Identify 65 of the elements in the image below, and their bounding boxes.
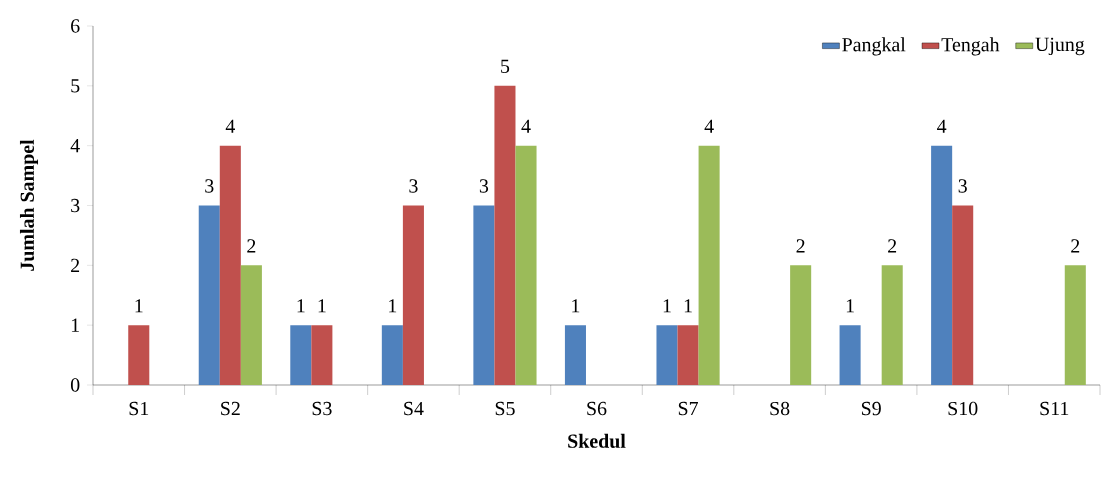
data-label: 1 [663,299,671,313]
bar [952,205,974,385]
x-tick-label: S9 [861,401,881,416]
bar [790,265,812,385]
bar [494,85,516,385]
data-label: 2 [888,239,897,253]
data-label: 1 [389,299,397,313]
bar [881,265,903,385]
x-tick-label: S3 [312,401,332,416]
legend-label: Tengah [941,37,1000,56]
data-label: 2 [247,239,256,253]
data-label: 1 [572,299,580,313]
data-label: 3 [409,179,418,193]
legend-label: Pangkal [842,37,906,56]
bar [219,145,241,385]
x-tick-label: S10 [948,401,978,416]
bar [381,325,403,385]
bar [311,325,333,385]
y-tick-label: 2 [71,258,80,272]
bar [198,205,220,385]
y-tick-label: 6 [71,19,80,33]
y-tick-label: 4 [70,139,80,153]
y-tick-label: 1 [71,318,79,332]
x-tick-label: S11 [1040,401,1069,416]
x-tick-label: S2 [221,401,240,416]
x-axis-title: Skedul [568,433,626,448]
data-label: 2 [1071,239,1080,253]
x-tick-label: S7 [678,401,698,416]
bar [402,205,424,385]
x-tick-label: S8 [770,401,790,416]
data-label: 1 [318,299,326,313]
data-label: 4 [225,119,235,133]
bar [1064,265,1086,385]
x-tick-label: S6 [587,401,607,416]
bar [515,145,537,385]
bar [240,265,262,385]
data-label: 1 [846,299,854,313]
data-label: 1 [297,299,305,313]
bar [839,325,861,385]
y-axis-title: Jumlah Sampel [19,139,39,271]
data-label: 4 [521,119,531,133]
bar [931,145,953,385]
data-label: 2 [796,239,805,253]
y-tick-label: 0 [70,378,80,392]
bar [656,325,678,385]
data-label: 3 [958,179,967,193]
bar [128,325,150,385]
y-tick-label: 3 [71,198,80,213]
data-label: 1 [684,299,692,313]
bar [677,325,699,385]
x-tick-label: S4 [404,401,424,416]
x-tick-label: S1 [129,401,149,416]
bar [698,145,720,385]
data-label: 4 [704,119,714,133]
data-label: 3 [205,179,214,193]
y-tick-label: 5 [71,79,80,93]
data-label: 3 [479,179,489,193]
legend-label: Ujung [1035,37,1085,56]
data-label: 5 [501,59,510,73]
data-label: 4 [937,119,947,133]
x-tick-label: S5 [495,401,515,416]
data-label: 1 [135,299,143,313]
bar [564,325,586,385]
bar [290,325,312,385]
bar [473,205,495,385]
